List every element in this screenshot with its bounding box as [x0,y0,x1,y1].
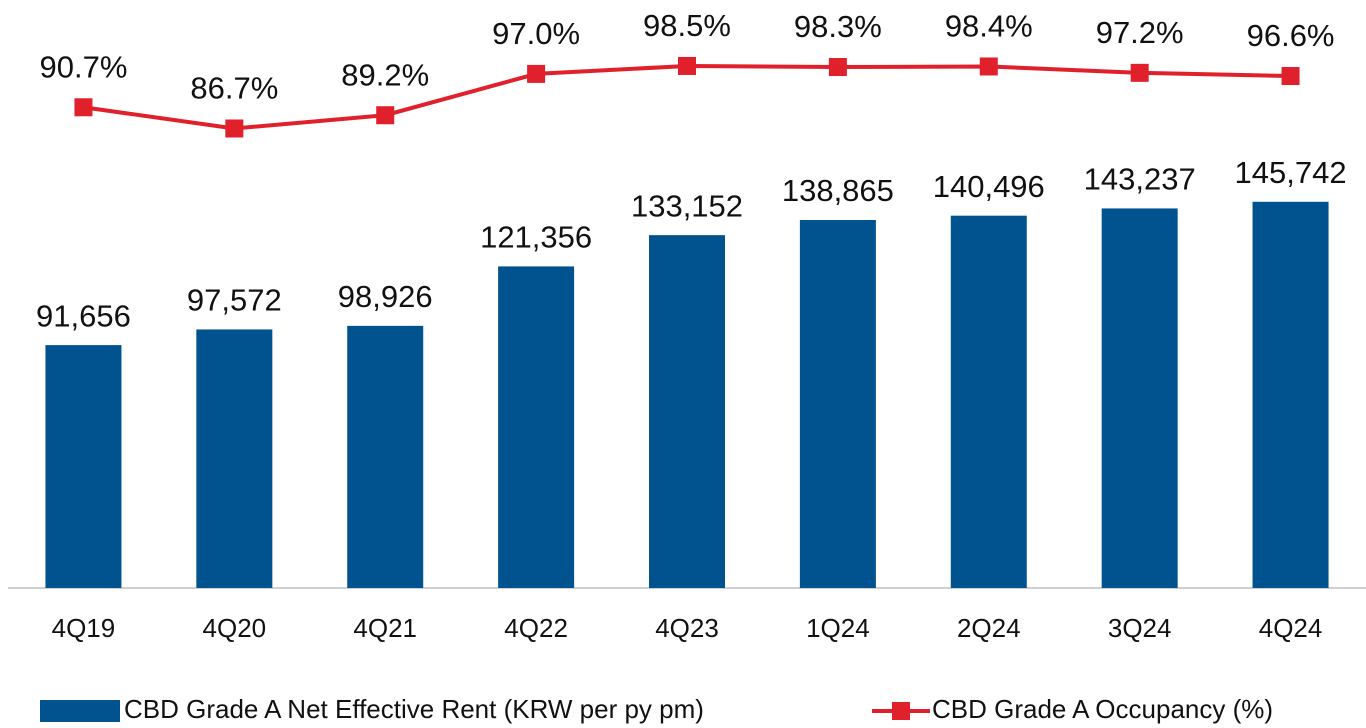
line-value-label: 90.7% [39,49,127,84]
bar-value-label: 145,742 [1235,155,1347,190]
bar [498,266,575,588]
legend-marker [892,702,910,720]
bar [649,235,725,588]
line-marker [376,106,395,125]
bar-value-label: 121,356 [480,220,592,255]
bar [950,215,1027,588]
line-value-label: 86.7% [190,71,278,106]
line-value-label: 89.2% [341,57,429,92]
bar-value-label: 98,926 [338,279,433,314]
x-tick-label: 3Q24 [1108,613,1172,643]
line-marker [74,98,93,117]
line-marker [828,58,847,77]
line-value-label: 97.0% [492,16,580,51]
legend-swatch [40,700,120,722]
bar [1101,208,1178,589]
bar-value-label: 140,496 [933,169,1045,204]
bar-value-label: 91,656 [36,298,131,333]
bar [1252,201,1329,589]
line-value-label: 98.3% [794,9,882,44]
bar-value-label: 97,572 [187,283,282,318]
bar [799,220,876,588]
bar-value-label: 133,152 [631,188,743,223]
line-value-label: 98.5% [643,8,731,43]
x-tick-label: 4Q22 [504,613,568,643]
x-tick-label: 4Q24 [1259,613,1323,643]
line-marker [1281,67,1300,86]
line-marker [225,119,244,138]
legend-label: CBD Grade A Occupancy (%) [932,694,1273,724]
x-tick-label: 1Q24 [806,613,870,643]
bar [347,325,424,588]
x-tick-label: 4Q21 [353,613,417,643]
x-tick-label: 4Q19 [52,613,116,643]
line-value-label: 98.4% [945,9,1033,44]
line-marker [979,57,998,76]
legend-label: CBD Grade A Net Effective Rent (KRW per … [124,694,704,724]
bar-value-label: 143,237 [1084,162,1196,197]
line-marker [527,64,546,83]
bar-value-label: 138,865 [782,173,894,208]
line-marker [678,56,696,75]
bar [45,345,122,588]
line-marker [1130,63,1149,82]
x-tick-label: 4Q20 [203,613,267,643]
line-value-label: 97.2% [1096,15,1184,50]
line-value-label: 96.6% [1247,18,1335,53]
x-tick-label: 2Q24 [957,613,1021,643]
x-tick-label: 4Q23 [655,613,719,643]
bar [196,329,273,588]
